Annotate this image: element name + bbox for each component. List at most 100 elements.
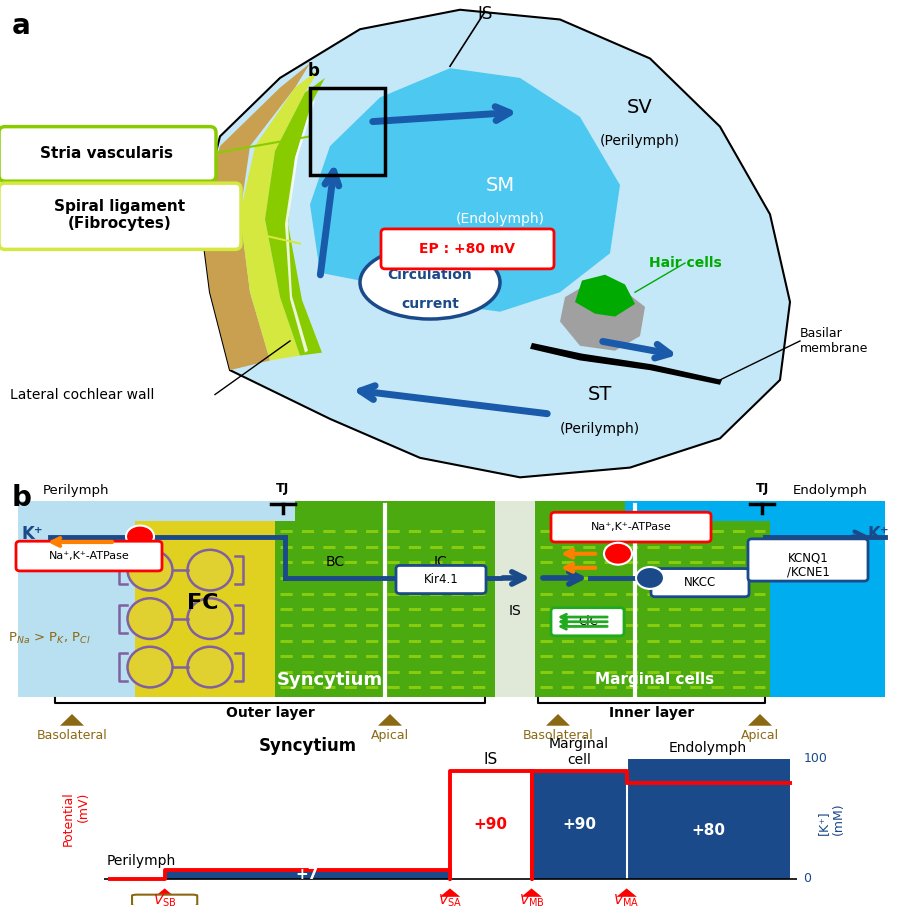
Polygon shape xyxy=(616,889,637,897)
Text: b: b xyxy=(12,484,32,512)
Text: b: b xyxy=(308,62,320,80)
Bar xyxy=(625,502,885,521)
Circle shape xyxy=(604,543,632,564)
Ellipse shape xyxy=(128,647,173,687)
Polygon shape xyxy=(440,889,460,897)
Text: Endolymph: Endolymph xyxy=(669,742,747,755)
Text: Na⁺,K⁺-ATPase: Na⁺,K⁺-ATPase xyxy=(49,551,130,562)
Polygon shape xyxy=(748,714,772,726)
Text: Stria vascularis: Stria vascularis xyxy=(40,146,174,162)
Bar xyxy=(495,502,535,697)
Polygon shape xyxy=(530,343,722,385)
FancyBboxPatch shape xyxy=(0,127,216,181)
FancyBboxPatch shape xyxy=(748,539,868,581)
Text: Spiral ligament
(Fibrocytes): Spiral ligament (Fibrocytes) xyxy=(54,199,185,232)
Text: +90: +90 xyxy=(473,817,508,833)
Bar xyxy=(770,502,885,697)
Ellipse shape xyxy=(187,598,232,639)
Text: FC: FC xyxy=(187,593,219,613)
Text: Endolymph: Endolymph xyxy=(793,484,868,497)
Text: P$_{Na}$ > P$_{K}$, P$_{Cl}$: P$_{Na}$ > P$_{K}$, P$_{Cl}$ xyxy=(8,630,91,646)
Text: Inner layer: Inner layer xyxy=(609,706,695,720)
Text: Syncytium: Syncytium xyxy=(277,671,383,688)
Text: (Perilymph): (Perilymph) xyxy=(600,134,680,148)
Text: 0: 0 xyxy=(804,872,811,885)
Text: TJ: TJ xyxy=(276,482,290,495)
Text: SM: SM xyxy=(485,176,515,195)
Polygon shape xyxy=(575,275,635,316)
Text: ClC: ClC xyxy=(578,615,598,629)
Text: 100: 100 xyxy=(804,753,827,766)
Bar xyxy=(532,771,626,879)
Text: Marginal cells: Marginal cells xyxy=(596,672,715,687)
FancyBboxPatch shape xyxy=(651,569,749,596)
Polygon shape xyxy=(200,10,790,477)
Text: Hair cells: Hair cells xyxy=(649,256,722,270)
Text: (Endolymph): (Endolymph) xyxy=(455,212,544,226)
Ellipse shape xyxy=(187,647,232,687)
Text: $V_{\rm SB}$: $V_{\rm SB}$ xyxy=(153,892,176,909)
Polygon shape xyxy=(310,68,620,312)
Text: +7: +7 xyxy=(295,868,319,882)
Text: (Perilymph): (Perilymph) xyxy=(560,422,640,436)
Bar xyxy=(135,502,275,697)
Ellipse shape xyxy=(128,550,173,591)
FancyBboxPatch shape xyxy=(381,229,554,269)
Polygon shape xyxy=(546,714,570,726)
Text: K⁺: K⁺ xyxy=(868,525,889,543)
Ellipse shape xyxy=(187,550,232,591)
Text: Outer layer: Outer layer xyxy=(226,706,314,720)
Text: /KCNE1: /KCNE1 xyxy=(787,565,830,578)
Text: Apical: Apical xyxy=(741,729,779,742)
Text: IS: IS xyxy=(483,752,498,767)
Polygon shape xyxy=(240,68,320,360)
Text: Syncytium: Syncytium xyxy=(258,737,356,755)
Polygon shape xyxy=(60,714,84,726)
Text: BC: BC xyxy=(326,555,345,569)
Text: Circulation: Circulation xyxy=(388,267,472,282)
Text: KCNQ1: KCNQ1 xyxy=(788,551,828,564)
Text: Potential
(mV): Potential (mV) xyxy=(62,791,90,846)
Bar xyxy=(275,502,495,697)
Polygon shape xyxy=(285,100,315,353)
FancyBboxPatch shape xyxy=(132,895,197,906)
Polygon shape xyxy=(265,78,325,356)
Text: $V_{\rm SA}$: $V_{\rm SA}$ xyxy=(438,892,462,909)
FancyBboxPatch shape xyxy=(0,183,241,249)
Text: NKCC: NKCC xyxy=(684,576,716,589)
Text: Perilymph: Perilymph xyxy=(107,854,176,868)
Circle shape xyxy=(126,526,154,548)
Text: Basolateral: Basolateral xyxy=(37,729,107,742)
Bar xyxy=(626,759,789,879)
Polygon shape xyxy=(560,282,645,351)
Text: +90: +90 xyxy=(562,817,596,833)
Bar xyxy=(165,870,450,879)
Bar xyxy=(310,87,385,176)
Bar xyxy=(18,502,295,521)
Text: IC: IC xyxy=(433,555,447,569)
Text: Kir4.1: Kir4.1 xyxy=(424,573,458,586)
FancyBboxPatch shape xyxy=(16,541,162,571)
Polygon shape xyxy=(155,889,175,897)
Text: a: a xyxy=(12,12,31,40)
FancyBboxPatch shape xyxy=(551,607,624,636)
Text: current: current xyxy=(401,297,459,311)
Ellipse shape xyxy=(128,598,173,639)
Text: K⁺: K⁺ xyxy=(22,525,43,543)
Text: IS: IS xyxy=(508,604,521,618)
FancyBboxPatch shape xyxy=(396,565,486,594)
Text: Marginal
cell: Marginal cell xyxy=(549,737,609,767)
Circle shape xyxy=(636,567,664,589)
Bar xyxy=(535,502,770,697)
Text: IS: IS xyxy=(477,5,492,23)
Polygon shape xyxy=(378,714,402,726)
Text: Na⁺,K⁺-ATPase: Na⁺,K⁺-ATPase xyxy=(590,522,671,532)
Ellipse shape xyxy=(360,246,500,319)
Text: +80: +80 xyxy=(691,823,725,838)
Text: TJ: TJ xyxy=(755,482,769,495)
Polygon shape xyxy=(521,889,542,897)
Text: Basilar
membrane: Basilar membrane xyxy=(800,327,868,355)
Text: $V_{\rm MA}$: $V_{\rm MA}$ xyxy=(614,892,640,909)
Polygon shape xyxy=(200,63,310,370)
Bar xyxy=(18,502,135,697)
